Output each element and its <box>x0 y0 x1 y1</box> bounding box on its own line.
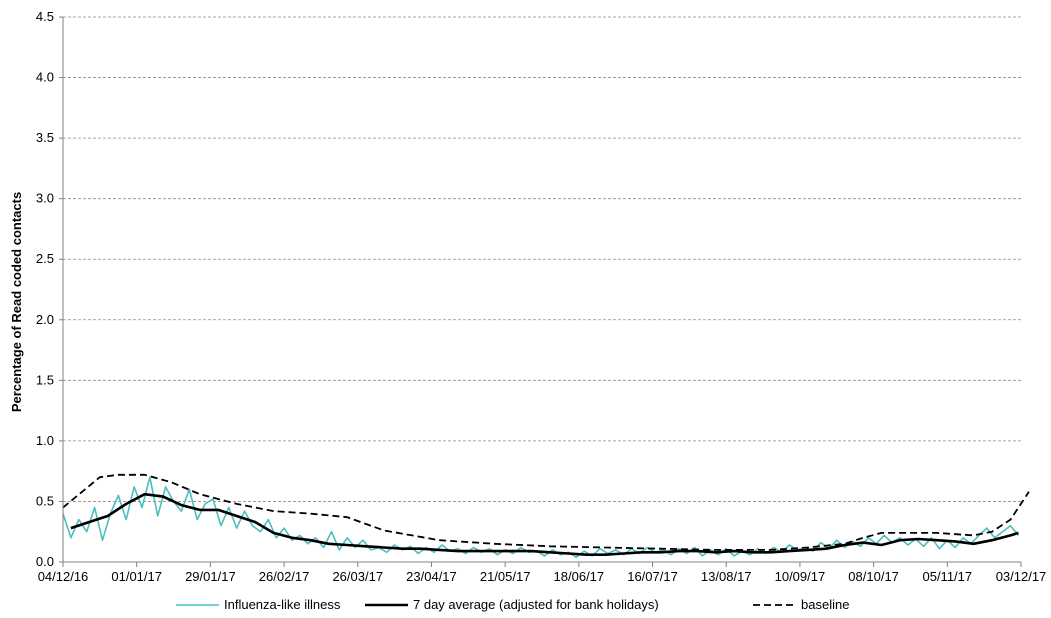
x-tick-label: 08/10/17 <box>848 569 899 584</box>
legend-label-0: Influenza-like illness <box>224 597 341 612</box>
y-tick-label: 2.0 <box>36 312 54 327</box>
x-tick-label: 21/05/17 <box>480 569 531 584</box>
series-line-1 <box>70 492 1019 557</box>
legend: Influenza-like illness 7 day average (adj… <box>176 597 849 612</box>
x-tick-label: 16/07/17 <box>627 569 678 584</box>
x-tick-labels: 04/12/16 01/01/17 29/01/17 26/02/17 26/03/17… <box>38 569 1047 584</box>
y-tick-labels: 0.0 0.5 1.0 1.5 2.0 2.5 3.0 3.5 4.0 4.5 <box>36 9 54 569</box>
y-tick-label: 1.0 <box>36 433 54 448</box>
series-line-2 <box>62 473 1030 551</box>
x-tick-label: 18/06/17 <box>554 569 605 584</box>
legend-label-2: baseline <box>801 597 849 612</box>
series-line-0 <box>62 476 1020 559</box>
y-tick-label: 4.0 <box>36 70 54 85</box>
y-tick-label: 2.5 <box>36 251 54 266</box>
y-axis-label: Percentage of Read coded contacts <box>9 192 24 412</box>
x-tick-label: 10/09/17 <box>775 569 826 584</box>
y-tick-label: 0.0 <box>36 554 54 569</box>
x-tick-label: 26/02/17 <box>259 569 310 584</box>
gridlines <box>63 16 1021 502</box>
x-tick-label: 03/12/17 <box>996 569 1047 584</box>
y-tick-label: 3.5 <box>36 130 54 145</box>
x-tick-label: 29/01/17 <box>185 569 236 584</box>
y-tick-label: 4.5 <box>36 9 54 24</box>
x-tick-label: 04/12/16 <box>38 569 89 584</box>
y-tick-label: 1.5 <box>36 372 54 387</box>
y-tick-label: 0.5 <box>36 493 54 508</box>
x-tick-label: 01/01/17 <box>111 569 162 584</box>
legend-label-1: 7 day average (adjusted for bank holiday… <box>413 597 659 612</box>
x-tick-label: 05/11/17 <box>922 569 972 584</box>
plot-series <box>62 473 1030 559</box>
x-tick-label: 23/04/17 <box>406 569 457 584</box>
y-tick-label: 3.0 <box>36 191 54 206</box>
x-tick-label: 26/03/17 <box>332 569 383 584</box>
axes <box>59 16 1022 567</box>
x-tick-label: 13/08/17 <box>701 569 752 584</box>
